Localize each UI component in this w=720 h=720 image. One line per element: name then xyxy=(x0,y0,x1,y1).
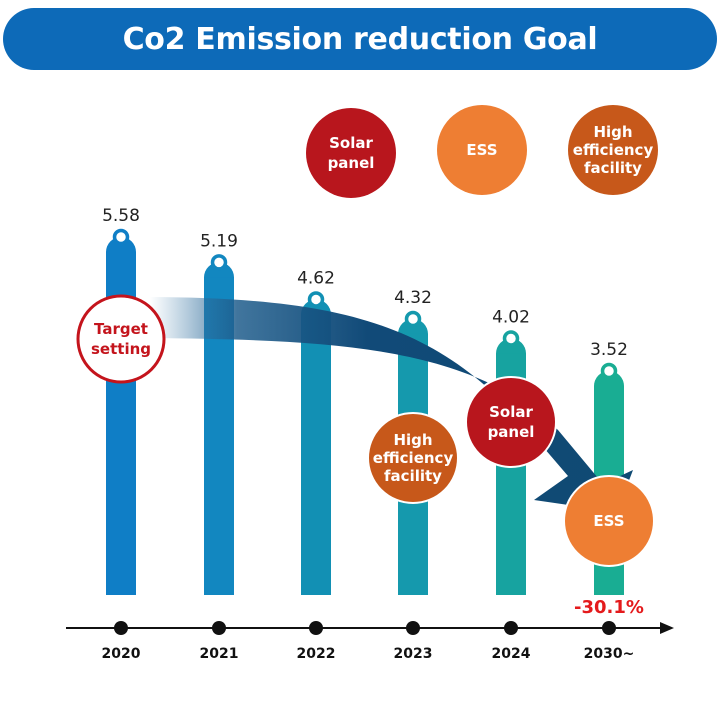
value-label-2024: 4.02 xyxy=(492,307,530,327)
reduction-percentage: -30.1% xyxy=(574,597,644,618)
axis-dot-2020 xyxy=(114,621,128,635)
bar-marker-2030 xyxy=(600,362,618,380)
value-label-2020: 5.58 xyxy=(102,206,140,226)
tick-label-2023: 2023 xyxy=(394,646,433,662)
axis-dot-2021 xyxy=(212,621,226,635)
value-label-2030: 3.52 xyxy=(590,340,628,360)
axis-dot-2030 xyxy=(602,621,616,635)
axis-arrow-icon xyxy=(660,622,674,634)
axis-dot-2023 xyxy=(406,621,420,635)
chart-title: Co2 Emission reduction Goal xyxy=(122,21,598,57)
x-axis: 2020 2021 2022 2023 2024 2030~ xyxy=(66,621,674,662)
bar-2020 xyxy=(106,237,136,595)
solar-panel-annotation: Solar panel xyxy=(465,376,557,468)
legend-label-solar-panel: Solar panel xyxy=(328,134,375,172)
bar-marker-2022 xyxy=(307,291,325,308)
target-setting-annotation: Target setting xyxy=(76,294,166,384)
axis-dot-2024 xyxy=(504,621,518,635)
high-efficiency-facility-annotation-text: High efficiency facility xyxy=(373,431,454,485)
bar-marker-2023 xyxy=(404,310,422,328)
title-banner: Co2 Emission reduction Goal xyxy=(3,8,717,70)
tick-label-2022: 2022 xyxy=(297,646,336,662)
bar-marker-2024 xyxy=(502,330,520,347)
bar-marker-2020 xyxy=(112,228,130,246)
value-label-2021: 5.19 xyxy=(200,231,238,251)
tick-label-2021: 2021 xyxy=(200,646,239,662)
value-label-2022: 4.62 xyxy=(297,268,335,288)
high-efficiency-facility-annotation: High efficiency facility xyxy=(367,412,459,504)
target-setting-annotation-text: Target setting xyxy=(91,320,151,358)
legend-label-ess: ESS xyxy=(466,141,497,159)
tick-label-2024: 2024 xyxy=(492,646,531,662)
legend-ess-circle: ESS xyxy=(437,105,527,195)
ess-annotation: ESS xyxy=(563,475,655,567)
legend-solar-panel-circle: Solar panel xyxy=(306,108,396,198)
solar-panel-annotation-text: Solar panel xyxy=(488,403,535,441)
bar-marker-2021 xyxy=(210,254,228,271)
legend-label-high-efficiency-facility: High efficiency facility xyxy=(573,123,654,177)
axis-dot-2022 xyxy=(309,621,323,635)
bar-2022 xyxy=(301,299,331,595)
value-label-2023: 4.32 xyxy=(394,288,432,308)
tick-label-2020: 2020 xyxy=(102,646,141,662)
tick-label-2030: 2030~ xyxy=(584,646,635,662)
ess-annotation-text: ESS xyxy=(593,512,624,530)
legend-high-efficiency-facility-circle: High efficiency facility xyxy=(568,105,658,195)
